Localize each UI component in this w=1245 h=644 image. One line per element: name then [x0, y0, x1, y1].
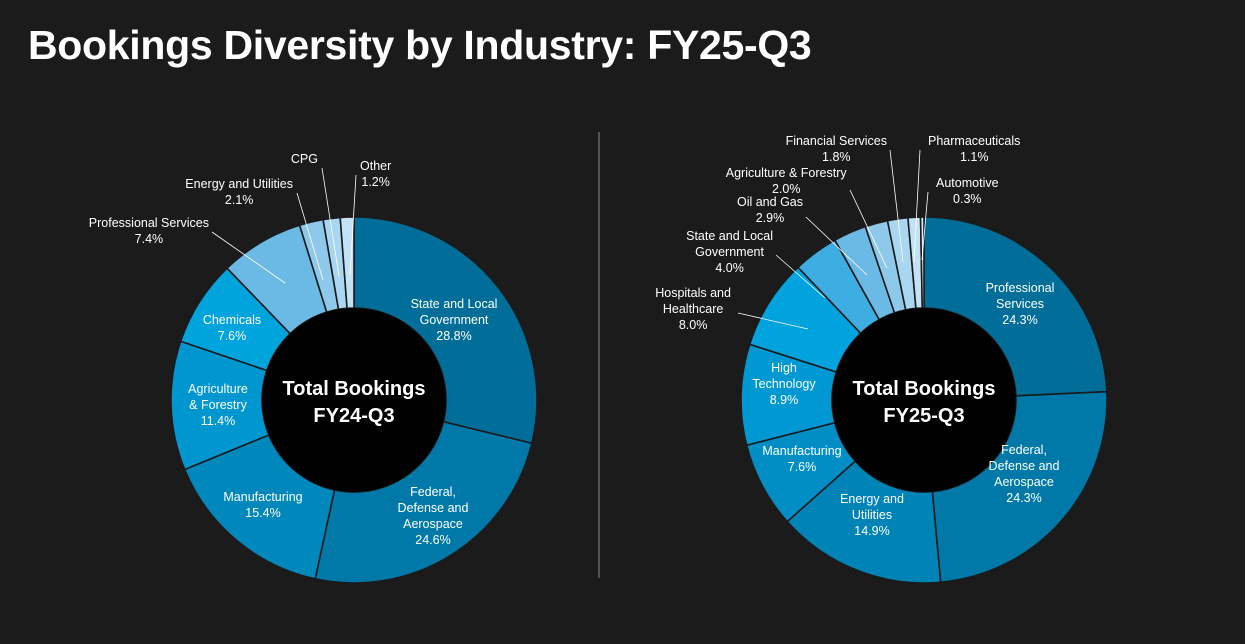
slice-label-line: Automotive: [936, 176, 999, 190]
center-label-fy24-line: FY24-Q3: [313, 405, 394, 427]
slice-label-line: Services: [996, 297, 1044, 311]
center-label-fy24: Total Bookings FY24-Q3: [283, 378, 426, 427]
slice-value: 11.4%: [201, 414, 236, 428]
slice-label-line: Energy and: [840, 492, 904, 506]
slice-label-fy25-3: Manufacturing 7.6%: [762, 444, 841, 474]
slice-label-line: Professional Services: [89, 216, 209, 230]
slice-label-line: Manufacturing: [223, 490, 302, 504]
leader-line-fy25-8: [849, 189, 888, 269]
slice-label-line: Agriculture & Forestry: [726, 166, 848, 180]
slice-label-line: & Forestry: [189, 398, 247, 412]
slice-value: 24.3%: [1002, 313, 1037, 327]
leader-line-fy25-7: [805, 216, 868, 276]
slice-label-line: Oil and Gas: [737, 195, 803, 209]
slice-value: 7.6%: [788, 460, 817, 474]
slice-label-fy25-2: Energy and Utilities 14.9%: [840, 492, 904, 538]
slice-label-line: Manufacturing: [762, 444, 841, 458]
slice-label-fy24-4: Chemicals 7.6%: [203, 313, 261, 343]
center-label-fy25: Total Bookings FY25-Q3: [853, 378, 996, 427]
slice-label-fy25-7: Oil and Gas 2.9%: [737, 195, 803, 225]
slice-label-fy25-8: Agriculture & Forestry 2.0%: [726, 166, 848, 196]
slice-value: 8.9%: [770, 393, 799, 407]
leader-line-fy24-8: [349, 174, 357, 276]
slice-label-line: Energy and Utilities: [185, 177, 293, 191]
slice-label-line: Other: [360, 159, 391, 173]
slice-label-line: Defense and: [398, 501, 469, 515]
leader-line-fy24-7: [321, 167, 340, 277]
slice-label-line: Technology: [752, 377, 816, 391]
slice-label-line: Aerospace: [403, 517, 463, 531]
slice-label-fy24-7: CPG: [291, 152, 318, 166]
slice-label-fy25-1: Federal, Defense and Aerospace 24.3%: [989, 443, 1060, 505]
slice-value: 14.9%: [854, 524, 889, 538]
slice-label-line: Chemicals: [203, 313, 261, 327]
donut-hole-fy24: [262, 308, 446, 492]
slice-label-fy25-5: Hospitals and Healthcare 8.0%: [655, 286, 731, 332]
slice-label-fy25-6: State and Local Government 4.0%: [686, 229, 773, 275]
slice-value: 2.9%: [756, 211, 785, 225]
leader-line-fy25-5: [737, 312, 809, 330]
slice-label-line: High: [771, 361, 797, 375]
donut-hole-fy25: [832, 308, 1016, 492]
slice-label-line: Healthcare: [663, 302, 723, 316]
slice-value: 0.3%: [953, 192, 982, 206]
page-title: Bookings Diversity by Industry: FY25-Q3: [28, 22, 812, 68]
slice-value: 28.8%: [436, 329, 471, 343]
slice-label-line: Financial Services: [786, 134, 887, 148]
slice-label-fy24-6: Energy and Utilities 2.1%: [185, 177, 293, 207]
leader-line-fy24-5: [211, 231, 286, 284]
slice-label-fy24-1: Federal, Defense and Aerospace 24.6%: [398, 485, 469, 547]
slice-value: 1.1%: [960, 150, 989, 164]
center-label-fy24-line: Total Bookings: [283, 378, 426, 400]
slice-label-line: Government: [420, 313, 489, 327]
slice-label-line: Professional: [986, 281, 1055, 295]
slice-value: 24.6%: [415, 533, 450, 547]
slice-label-line: Pharmaceuticals: [928, 134, 1020, 148]
slice-value: 15.4%: [245, 506, 280, 520]
slice-value: 24.3%: [1006, 491, 1041, 505]
slice-label-fy24-2: Manufacturing 15.4%: [223, 490, 302, 520]
slice-label-fy24-3: Agriculture & Forestry 11.4%: [188, 382, 248, 428]
slice-value: 1.2%: [361, 175, 390, 189]
slice-value: 4.0%: [715, 261, 744, 275]
slice-label-fy24-0: State and Local Government 28.8%: [411, 297, 498, 343]
center-label-fy25-line: FY25-Q3: [883, 405, 964, 427]
center-label-fy25-line: Total Bookings: [853, 378, 996, 400]
slice-label-line: Agriculture: [188, 382, 248, 396]
slice-label-fy25-4: High Technology 8.9%: [752, 361, 816, 407]
slice-label-fy25-10: Pharmaceuticals 1.1%: [928, 134, 1020, 164]
slice-label-fy25-0: Professional Services 24.3%: [986, 281, 1055, 327]
slice-label-line: State and Local: [411, 297, 498, 311]
slice-value: 2.0%: [772, 182, 801, 196]
donut-chart-fy25: Total Bookings FY25-Q3 Professional Service…: [655, 134, 1108, 584]
slice-label-line: Government: [695, 245, 764, 259]
slice-label-line: Defense and: [989, 459, 1060, 473]
leader-line-fy25-6: [775, 254, 826, 299]
slice-label-fy25-11: Automotive 0.3%: [936, 176, 999, 206]
slice-label-line: State and Local: [686, 229, 773, 243]
slice-label-fy24-5: Professional Services 7.4%: [89, 216, 209, 246]
leader-line-fy25-10: [913, 149, 921, 263]
donut-chart-fy24: Total Bookings FY24-Q3 State and Local Gove…: [89, 152, 538, 584]
slice-value: 7.4%: [135, 232, 164, 246]
leader-line-fy24-6: [296, 192, 324, 281]
slice-value: 2.1%: [225, 193, 254, 207]
slice-label-line: Aerospace: [994, 475, 1054, 489]
slice-label-line: Hospitals and: [655, 286, 731, 300]
slice-label-line: Federal,: [410, 485, 456, 499]
slice-label-line: Utilities: [852, 508, 892, 522]
leader-line-fy25-9: [889, 149, 904, 263]
slice-value: 1.8%: [822, 150, 851, 164]
slice-label-fy25-9: Financial Services 1.8%: [786, 134, 887, 164]
leader-line-fy25-11: [921, 191, 929, 261]
slice-value: 7.6%: [218, 329, 247, 343]
slice-label-fy24-8: Other 1.2%: [360, 159, 391, 189]
slice-label-line: Federal,: [1001, 443, 1047, 457]
slice-value: 8.0%: [679, 318, 708, 332]
slice-label-line: CPG: [291, 152, 318, 166]
